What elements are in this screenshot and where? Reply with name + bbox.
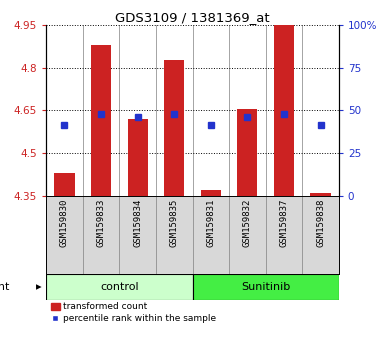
Title: GDS3109 / 1381369_at: GDS3109 / 1381369_at xyxy=(115,11,270,24)
Text: GSM159834: GSM159834 xyxy=(133,198,142,247)
Text: Sunitinib: Sunitinib xyxy=(241,282,290,292)
Bar xyxy=(54,173,75,196)
Bar xyxy=(164,61,184,196)
Bar xyxy=(91,45,111,196)
Bar xyxy=(274,25,294,196)
Text: GSM159835: GSM159835 xyxy=(170,198,179,247)
Text: GSM159833: GSM159833 xyxy=(97,198,105,247)
Text: GSM159831: GSM159831 xyxy=(206,198,215,247)
Text: GSM159838: GSM159838 xyxy=(316,198,325,247)
Text: control: control xyxy=(100,282,139,292)
Text: agent: agent xyxy=(0,282,10,292)
Text: GSM159830: GSM159830 xyxy=(60,198,69,247)
Bar xyxy=(310,193,331,196)
Text: GSM159837: GSM159837 xyxy=(280,198,288,247)
Bar xyxy=(127,119,148,196)
Legend: transformed count, percentile rank within the sample: transformed count, percentile rank withi… xyxy=(51,302,216,323)
Bar xyxy=(192,274,339,300)
Bar xyxy=(201,190,221,196)
Bar xyxy=(46,274,192,300)
Text: GSM159832: GSM159832 xyxy=(243,198,252,247)
Bar xyxy=(237,109,258,196)
